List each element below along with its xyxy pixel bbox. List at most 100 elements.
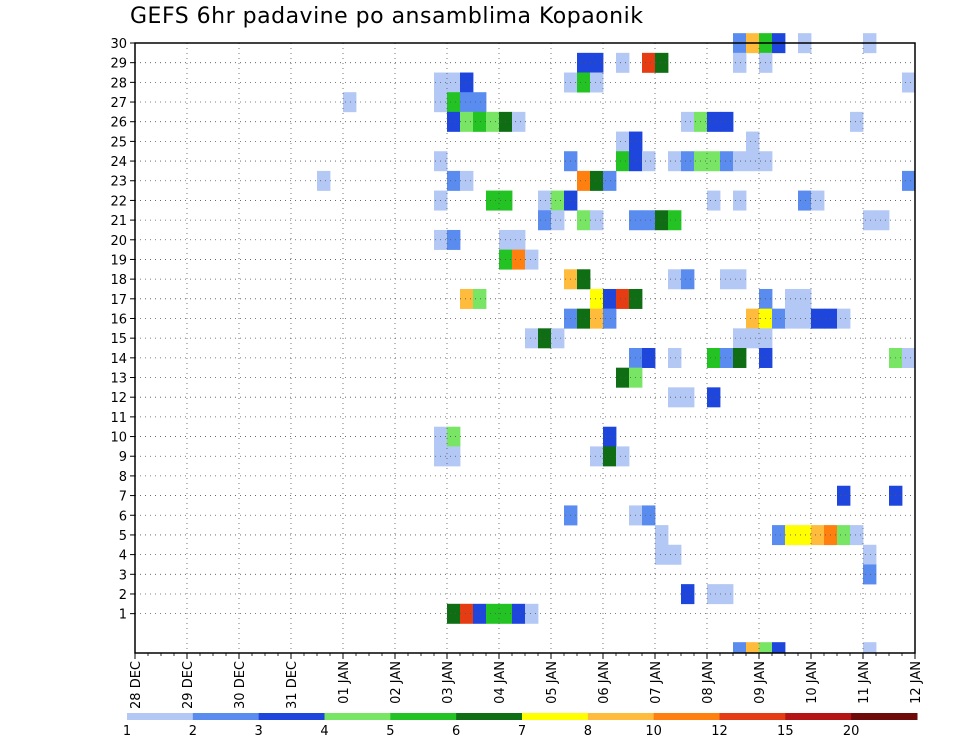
cell-row22-col27	[486, 190, 500, 211]
cell-row23-col24	[447, 170, 461, 191]
cell-row7-col54	[837, 485, 851, 506]
cell-row15-col31	[538, 328, 552, 349]
cell-row22-col32	[551, 190, 565, 211]
cell-row2-col45	[720, 584, 734, 605]
cell-row26-col44	[707, 111, 721, 132]
cell-row5-col52	[811, 525, 825, 546]
cell-row23-col25	[460, 170, 474, 191]
y-tick-label: 12	[110, 391, 127, 406]
cell-row16-col54	[837, 308, 851, 329]
cell-row1-col24	[447, 603, 461, 624]
cell-row2-col44	[707, 584, 721, 605]
cell-row13-col37	[616, 367, 630, 388]
cell-row5-col50	[785, 525, 799, 546]
cell-row16-col49	[772, 308, 786, 329]
legend-label: 5	[386, 724, 394, 739]
legend-swatch-11	[785, 713, 852, 720]
cell-row24-col47	[746, 151, 760, 172]
cell-row17-col36	[603, 288, 617, 309]
x-tick-label: 05 JAN	[545, 661, 560, 704]
cell-row17-col25	[460, 288, 474, 309]
cell-row28-col25	[460, 72, 474, 93]
y-tick-label: 28	[110, 76, 127, 91]
cell-row10-col36	[603, 426, 617, 447]
cell-row26-col25	[460, 111, 474, 132]
cell-row10-col24	[447, 426, 461, 447]
cell-row5-col55	[850, 525, 864, 546]
y-tick-label: 21	[110, 214, 127, 229]
y-tick-label: 26	[110, 116, 127, 131]
y-tick-label: 3	[119, 568, 127, 583]
cell-row29-col37	[616, 52, 630, 73]
legend-label: 15	[777, 724, 794, 739]
x-tick-label: 09 JAN	[753, 661, 768, 704]
cell-row14-col59	[902, 348, 916, 368]
cell-row20-col24	[447, 229, 461, 250]
cell-row26-col55	[850, 111, 864, 132]
cell-row21-col40	[655, 210, 669, 231]
cell-row26-col27	[486, 111, 500, 132]
cell-row28-col35	[590, 72, 604, 93]
y-tick-label: 19	[110, 253, 127, 268]
legend-label: 7	[518, 724, 526, 739]
x-tick-label: 06 JAN	[597, 661, 612, 704]
cell-row15-col47	[746, 328, 760, 349]
cell-row19-col30	[525, 249, 539, 270]
cell-row29-col34	[577, 52, 591, 73]
cell-row4-col40	[655, 544, 669, 565]
x-tick-label: 30 DEC	[233, 661, 248, 709]
bottom-strip-cell	[863, 642, 877, 653]
y-tick-label: 29	[110, 57, 127, 72]
legend-swatch-9	[653, 713, 720, 720]
y-tick-label: 22	[110, 194, 127, 209]
y-tick-label: 6	[119, 509, 127, 524]
cell-row16-col36	[603, 308, 617, 329]
cell-row3-col56	[863, 564, 877, 585]
cell-row23-col35	[590, 170, 604, 191]
x-tick-label: 01 JAN	[337, 661, 352, 704]
cell-row5-col54	[837, 525, 851, 546]
cell-row21-col31	[538, 210, 552, 231]
y-tick-label: 17	[110, 293, 127, 308]
bottom-strip-cell	[759, 642, 773, 653]
chart-title: GEFS 6hr padavine po ansamblima Kopaonik	[130, 4, 644, 29]
cell-row16-col50	[785, 308, 799, 329]
y-tick-label: 9	[119, 450, 127, 465]
cell-row1-col30	[525, 603, 539, 624]
cell-row26-col26	[473, 111, 487, 132]
cell-row14-col41	[668, 348, 682, 368]
cell-row24-col37	[616, 151, 630, 172]
cell-row23-col36	[603, 170, 617, 191]
cell-row29-col35	[590, 52, 604, 73]
y-tick-label: 27	[110, 96, 127, 111]
cell-row9-col37	[616, 446, 630, 467]
legend-swatch-6	[456, 713, 523, 720]
cell-row21-col56	[863, 210, 877, 231]
cell-row27-col26	[473, 92, 487, 113]
cell-row1-col25	[460, 603, 474, 624]
plot-frame	[134, 42, 916, 654]
cell-row25-col47	[746, 131, 760, 152]
y-tick-label: 14	[110, 352, 127, 367]
cell-row21-col32	[551, 210, 565, 231]
cell-row19-col29	[512, 249, 526, 270]
cell-row23-col34	[577, 170, 591, 191]
cell-row6-col39	[642, 505, 656, 526]
legend-swatch-4	[324, 713, 391, 720]
cell-row15-col30	[525, 328, 539, 349]
cell-row26-col45	[720, 111, 734, 132]
cell-row17-col26	[473, 288, 487, 309]
y-tick-label: 23	[110, 175, 127, 190]
cell-row21-col35	[590, 210, 604, 231]
cell-row22-col52	[811, 190, 825, 211]
cell-row18-col45	[720, 269, 734, 290]
cell-row12-col41	[668, 387, 682, 408]
legend-label: 2	[189, 724, 197, 739]
cell-row14-col46	[733, 348, 747, 368]
cell-row9-col35	[590, 446, 604, 467]
cell-row21-col39	[642, 210, 656, 231]
x-tick-label: 31 DEC	[285, 661, 300, 709]
cell-row29-col46	[733, 52, 747, 73]
x-tick-label: 29 DEC	[181, 661, 196, 709]
